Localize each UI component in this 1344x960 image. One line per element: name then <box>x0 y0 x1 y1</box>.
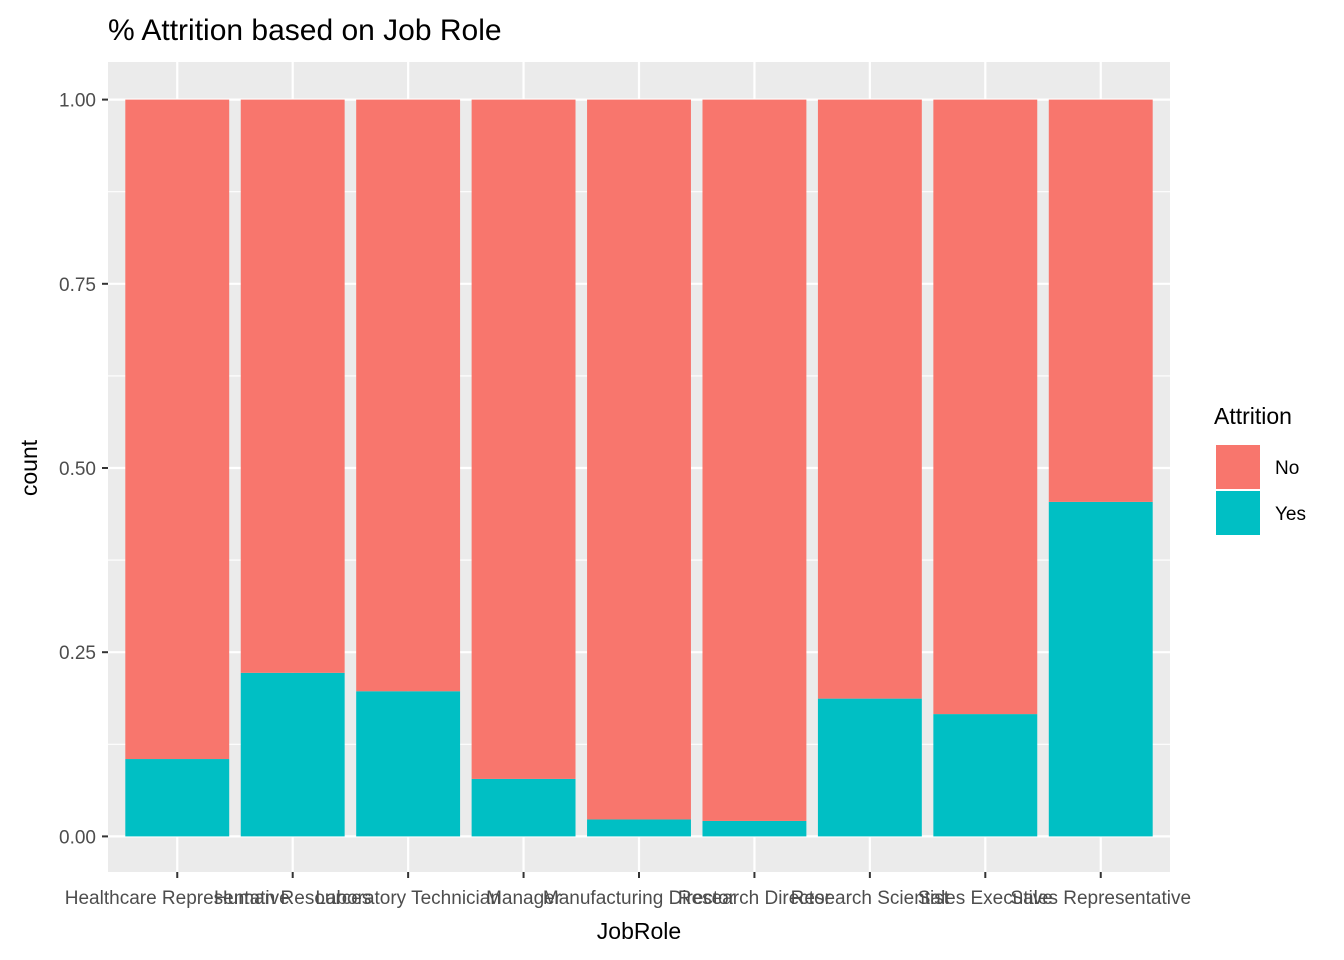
legend-key-yes <box>1216 491 1260 535</box>
y-axis-title: count <box>16 439 42 496</box>
bar-segment-no <box>125 99 230 760</box>
bar-segment-no <box>356 99 461 692</box>
y-axis: 0.00 0.25 0.50 0.75 1.00 <box>59 91 108 848</box>
y-tick-label: 0.50 <box>59 459 96 480</box>
legend-key-no <box>1216 445 1260 489</box>
y-tick-label: 1.00 <box>59 91 96 112</box>
bar-segment-no <box>702 99 807 821</box>
bar-segment-yes <box>125 759 230 837</box>
bar-segment-yes <box>356 691 461 837</box>
x-tick-label: Research Scientist <box>791 888 950 909</box>
x-tick-label: Laboratory Technician <box>315 888 501 909</box>
y-tick-label: 0.75 <box>59 275 96 296</box>
x-tick-label: Human Resources <box>214 888 371 909</box>
x-tick-label: Manufacturing Director <box>543 888 736 909</box>
legend-title: Attrition <box>1214 403 1292 429</box>
x-tick-label: Healthcare Representative <box>65 888 290 909</box>
legend: Attrition No Yes <box>1214 403 1306 535</box>
y-tick-label: 0.00 <box>59 827 96 848</box>
bars <box>125 99 1153 837</box>
bar-segment-yes <box>817 698 922 837</box>
x-tick-label: Research Director <box>678 888 832 909</box>
chart-title: % Attrition based on Job Role <box>108 14 502 47</box>
bar-segment-yes <box>471 778 576 837</box>
bar-segment-yes <box>1048 501 1153 837</box>
bar-segment-no <box>471 99 576 779</box>
legend-label-no: No <box>1275 458 1299 479</box>
bar-segment-no <box>587 99 691 820</box>
legend-label-yes: Yes <box>1275 504 1306 525</box>
x-axis-title: JobRole <box>597 918 681 944</box>
x-tick-label: Sales Representative <box>1010 888 1191 909</box>
bar-segment-no <box>240 99 345 673</box>
bar-segment-yes <box>702 820 807 837</box>
y-tick-label: 0.25 <box>59 643 96 664</box>
x-tick-label: Manager <box>486 888 562 909</box>
bar-segment-no <box>1048 99 1153 502</box>
bar-segment-yes <box>587 819 691 837</box>
x-tick-label: Sales Executive <box>918 888 1053 909</box>
bar-segment-no <box>933 99 1038 715</box>
bar-segment-yes <box>933 714 1038 837</box>
bar-segment-no <box>817 99 922 699</box>
bar-segment-yes <box>240 672 345 837</box>
